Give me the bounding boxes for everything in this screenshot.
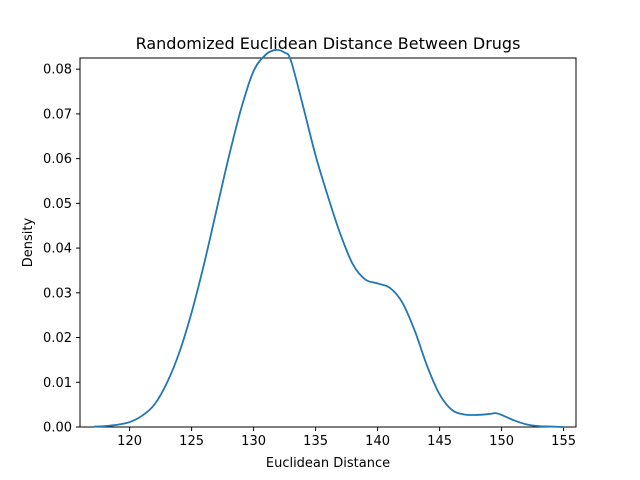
x-axis-label: Euclidean Distance [266,456,390,471]
x-tick-label: 135 [303,434,328,449]
y-axis-label: Density [21,217,36,267]
x-tick-label: 125 [179,434,204,449]
x-tick-label: 145 [427,434,452,449]
y-tick-label: 0.08 [43,63,72,78]
x-tick-label: 140 [365,434,390,449]
plot-frame [79,57,577,428]
y-axis: 0.00 0.01 0.02 0.03 0.04 0.05 0.06 0.07 0.08 [43,63,80,436]
y-tick-label: 0.03 [43,286,72,301]
y-tick-label: 0.00 [43,421,72,436]
x-tick-label: 120 [117,434,142,449]
y-tick-label: 0.07 [43,107,72,122]
y-tick-label: 0.06 [43,152,72,167]
y-tick-label: 0.02 [43,331,72,346]
kde-density-line [93,49,565,428]
x-axis: 120 125 130 135 140 145 150 155 [117,427,576,449]
x-tick-label: 150 [489,434,514,449]
y-tick-label: 0.01 [43,376,72,391]
y-tick-label: 0.04 [43,242,72,257]
series-layer [93,49,565,428]
y-tick-label: 0.05 [43,197,72,212]
x-tick-label: 155 [551,434,576,449]
x-tick-label: 130 [241,434,266,449]
chart-title: Randomized Euclidean Distance Between Dr… [136,34,521,53]
